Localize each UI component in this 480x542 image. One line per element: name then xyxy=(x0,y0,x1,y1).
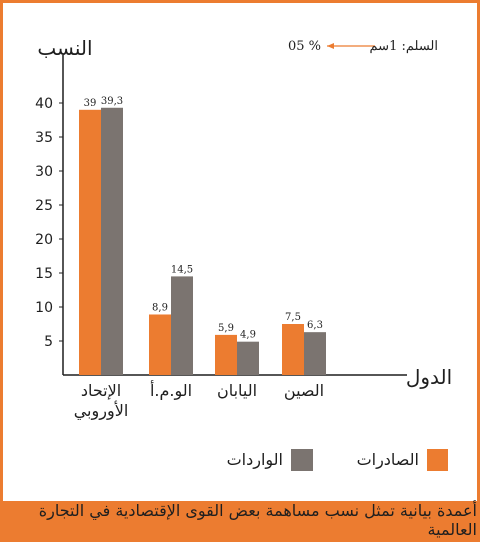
legend-label-exports: الصادرات xyxy=(357,450,419,470)
y-tick-label: 35 xyxy=(35,130,53,146)
data-label-exports: 8,9 xyxy=(152,302,168,313)
bar-exports xyxy=(149,314,171,375)
scale-note-arrowhead xyxy=(327,43,334,49)
y-tick-label: 15 xyxy=(35,266,53,282)
bar-imports xyxy=(171,276,193,375)
y-tick-label: 20 xyxy=(35,232,53,248)
data-label-imports: 6,3 xyxy=(307,320,323,331)
caption-bar: أعمدة بيانية تمثل نسب مساهمة بعض القوى ا… xyxy=(3,501,477,539)
x-tick-label: الإتحاد xyxy=(81,381,121,400)
data-label-exports: 5,9 xyxy=(218,323,234,334)
y-tick-label: 25 xyxy=(35,198,53,214)
scale-note-value: 05 % xyxy=(288,39,321,54)
bar-exports xyxy=(215,334,237,375)
data-label-exports: 39 xyxy=(84,98,97,109)
y-axis-title: النسب xyxy=(37,36,92,60)
data-label-exports: 7,5 xyxy=(285,312,301,323)
y-tick-label: 40 xyxy=(35,96,53,112)
scale-note-prefix: السلم: 1سم xyxy=(370,39,438,54)
bar-imports xyxy=(237,341,259,375)
x-tick-label: الأوروبي xyxy=(74,400,129,421)
x-tick-label: اليابان xyxy=(217,381,257,400)
data-label-imports: 14,5 xyxy=(171,264,193,275)
bar-chart: 5 10 15 20 25 30 35 40 النسب الدول 05 % السلم: 1سم 3… xyxy=(35,36,452,471)
bar-imports xyxy=(304,332,326,375)
figure-caption: أعمدة بيانية تمثل نسب مساهمة بعض القوى ا… xyxy=(38,501,477,539)
legend-label-imports: الواردات xyxy=(227,450,283,470)
y-tick-label: 5 xyxy=(44,334,53,350)
data-label-imports: 4,9 xyxy=(240,330,256,341)
legend-swatch-exports xyxy=(427,449,448,471)
bar-imports xyxy=(101,107,123,375)
legend-swatch-imports xyxy=(291,449,313,471)
x-axis-title: الدول xyxy=(406,365,452,389)
y-tick-label: 30 xyxy=(35,164,53,180)
data-label-imports: 39,3 xyxy=(101,96,123,107)
bar-exports xyxy=(282,324,304,375)
x-tick-label: الو.م.أ xyxy=(150,380,192,401)
y-tick-label: 10 xyxy=(35,300,53,316)
bar-exports xyxy=(79,109,101,376)
x-tick-label: الصين xyxy=(284,381,324,401)
